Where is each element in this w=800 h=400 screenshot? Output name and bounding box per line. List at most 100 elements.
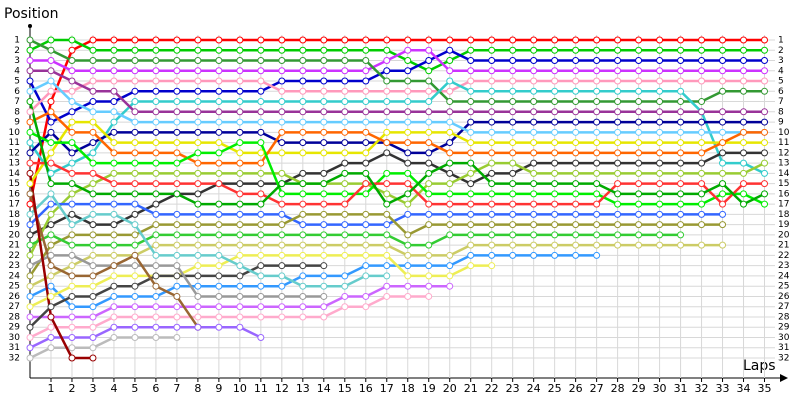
lap-point [68, 159, 76, 167]
lap-point [635, 210, 643, 218]
lap-point [761, 108, 769, 116]
lap-point [593, 57, 601, 65]
lap-point [278, 200, 286, 208]
lap-point [656, 77, 664, 85]
lap-point [131, 262, 139, 270]
lap-point [278, 221, 286, 229]
lap-point [404, 180, 412, 188]
lap-point [341, 282, 349, 290]
lap-point [257, 87, 265, 95]
lap-point [362, 67, 370, 75]
lap-point [635, 57, 643, 65]
lap-point [320, 210, 328, 218]
lap-point [131, 200, 139, 208]
series-line [29, 202, 723, 226]
lap-point [425, 118, 433, 126]
lap-point [26, 344, 34, 352]
lap-point [278, 262, 286, 270]
lap-point [593, 169, 601, 177]
lap-point [488, 139, 496, 147]
lap-point [110, 210, 118, 218]
lap-point [68, 210, 76, 218]
lap-point [593, 139, 601, 147]
lap-point [698, 190, 706, 198]
lap-point [530, 169, 538, 177]
lap-point [446, 57, 454, 65]
lap-point [446, 159, 454, 167]
y-tick-label-right: 12 [778, 148, 789, 158]
y-tick-label-right: 1 [778, 36, 784, 46]
lap-point [236, 67, 244, 75]
lap-point [572, 139, 580, 147]
lap-point [257, 67, 265, 75]
lap-point [68, 354, 76, 362]
lap-point [215, 231, 223, 239]
lap-point [299, 169, 307, 177]
lap-point [572, 190, 580, 198]
lap-point [362, 180, 370, 188]
lap-point [320, 57, 328, 65]
lap-point [446, 210, 454, 218]
lap-point [656, 180, 664, 188]
lap-point [719, 241, 727, 249]
lap-point [89, 282, 97, 290]
lap-point [530, 57, 538, 65]
lap-point [341, 303, 349, 311]
lap-point [173, 36, 181, 44]
series-line [29, 79, 765, 113]
lap-point [761, 46, 769, 54]
lap-point [404, 149, 412, 157]
lap-point [593, 77, 601, 85]
lap-point [383, 221, 391, 229]
lap-point [698, 159, 706, 167]
lap-point [47, 77, 55, 85]
x-tick-label: 14 [317, 382, 331, 395]
lap-point [341, 292, 349, 300]
lap-point [572, 251, 580, 259]
lap-point [635, 87, 643, 95]
lap-point [278, 251, 286, 259]
lap-point [446, 169, 454, 177]
lap-point [215, 323, 223, 331]
lap-point [425, 241, 433, 249]
lap-point [131, 98, 139, 106]
x-tick-label: 22 [485, 382, 499, 395]
lap-point [593, 87, 601, 95]
lap-point [320, 221, 328, 229]
x-tick-label: 15 [338, 382, 352, 395]
lap-point [68, 323, 76, 331]
lap-point [740, 128, 748, 136]
lap-point [89, 98, 97, 106]
lap-point [194, 46, 202, 54]
lap-point [278, 210, 286, 218]
y-tick-label: 15 [9, 179, 20, 189]
lap-point [614, 108, 622, 116]
lap-point [257, 282, 265, 290]
lap-point [530, 128, 538, 136]
lap-point [173, 251, 181, 259]
lap-point [635, 241, 643, 249]
lap-point [635, 149, 643, 157]
lap-point [425, 46, 433, 54]
lap-point [320, 190, 328, 198]
lap-point [467, 180, 475, 188]
lap-point [383, 282, 391, 290]
lap-point [110, 108, 118, 116]
lap-point [257, 36, 265, 44]
lap-point [194, 57, 202, 65]
lap-point [383, 272, 391, 280]
lap-point [152, 190, 160, 198]
lap-point [152, 210, 160, 218]
lap-point [320, 303, 328, 311]
lap-point [131, 36, 139, 44]
lap-point [278, 169, 286, 177]
y-tick-label: 18 [9, 210, 21, 220]
lap-point [278, 139, 286, 147]
lap-point [362, 231, 370, 239]
lap-point [173, 333, 181, 341]
lap-point [446, 118, 454, 126]
lap-point [110, 169, 118, 177]
lap-point [236, 221, 244, 229]
y-tick-label: 20 [9, 230, 21, 240]
lap-point [26, 354, 34, 362]
